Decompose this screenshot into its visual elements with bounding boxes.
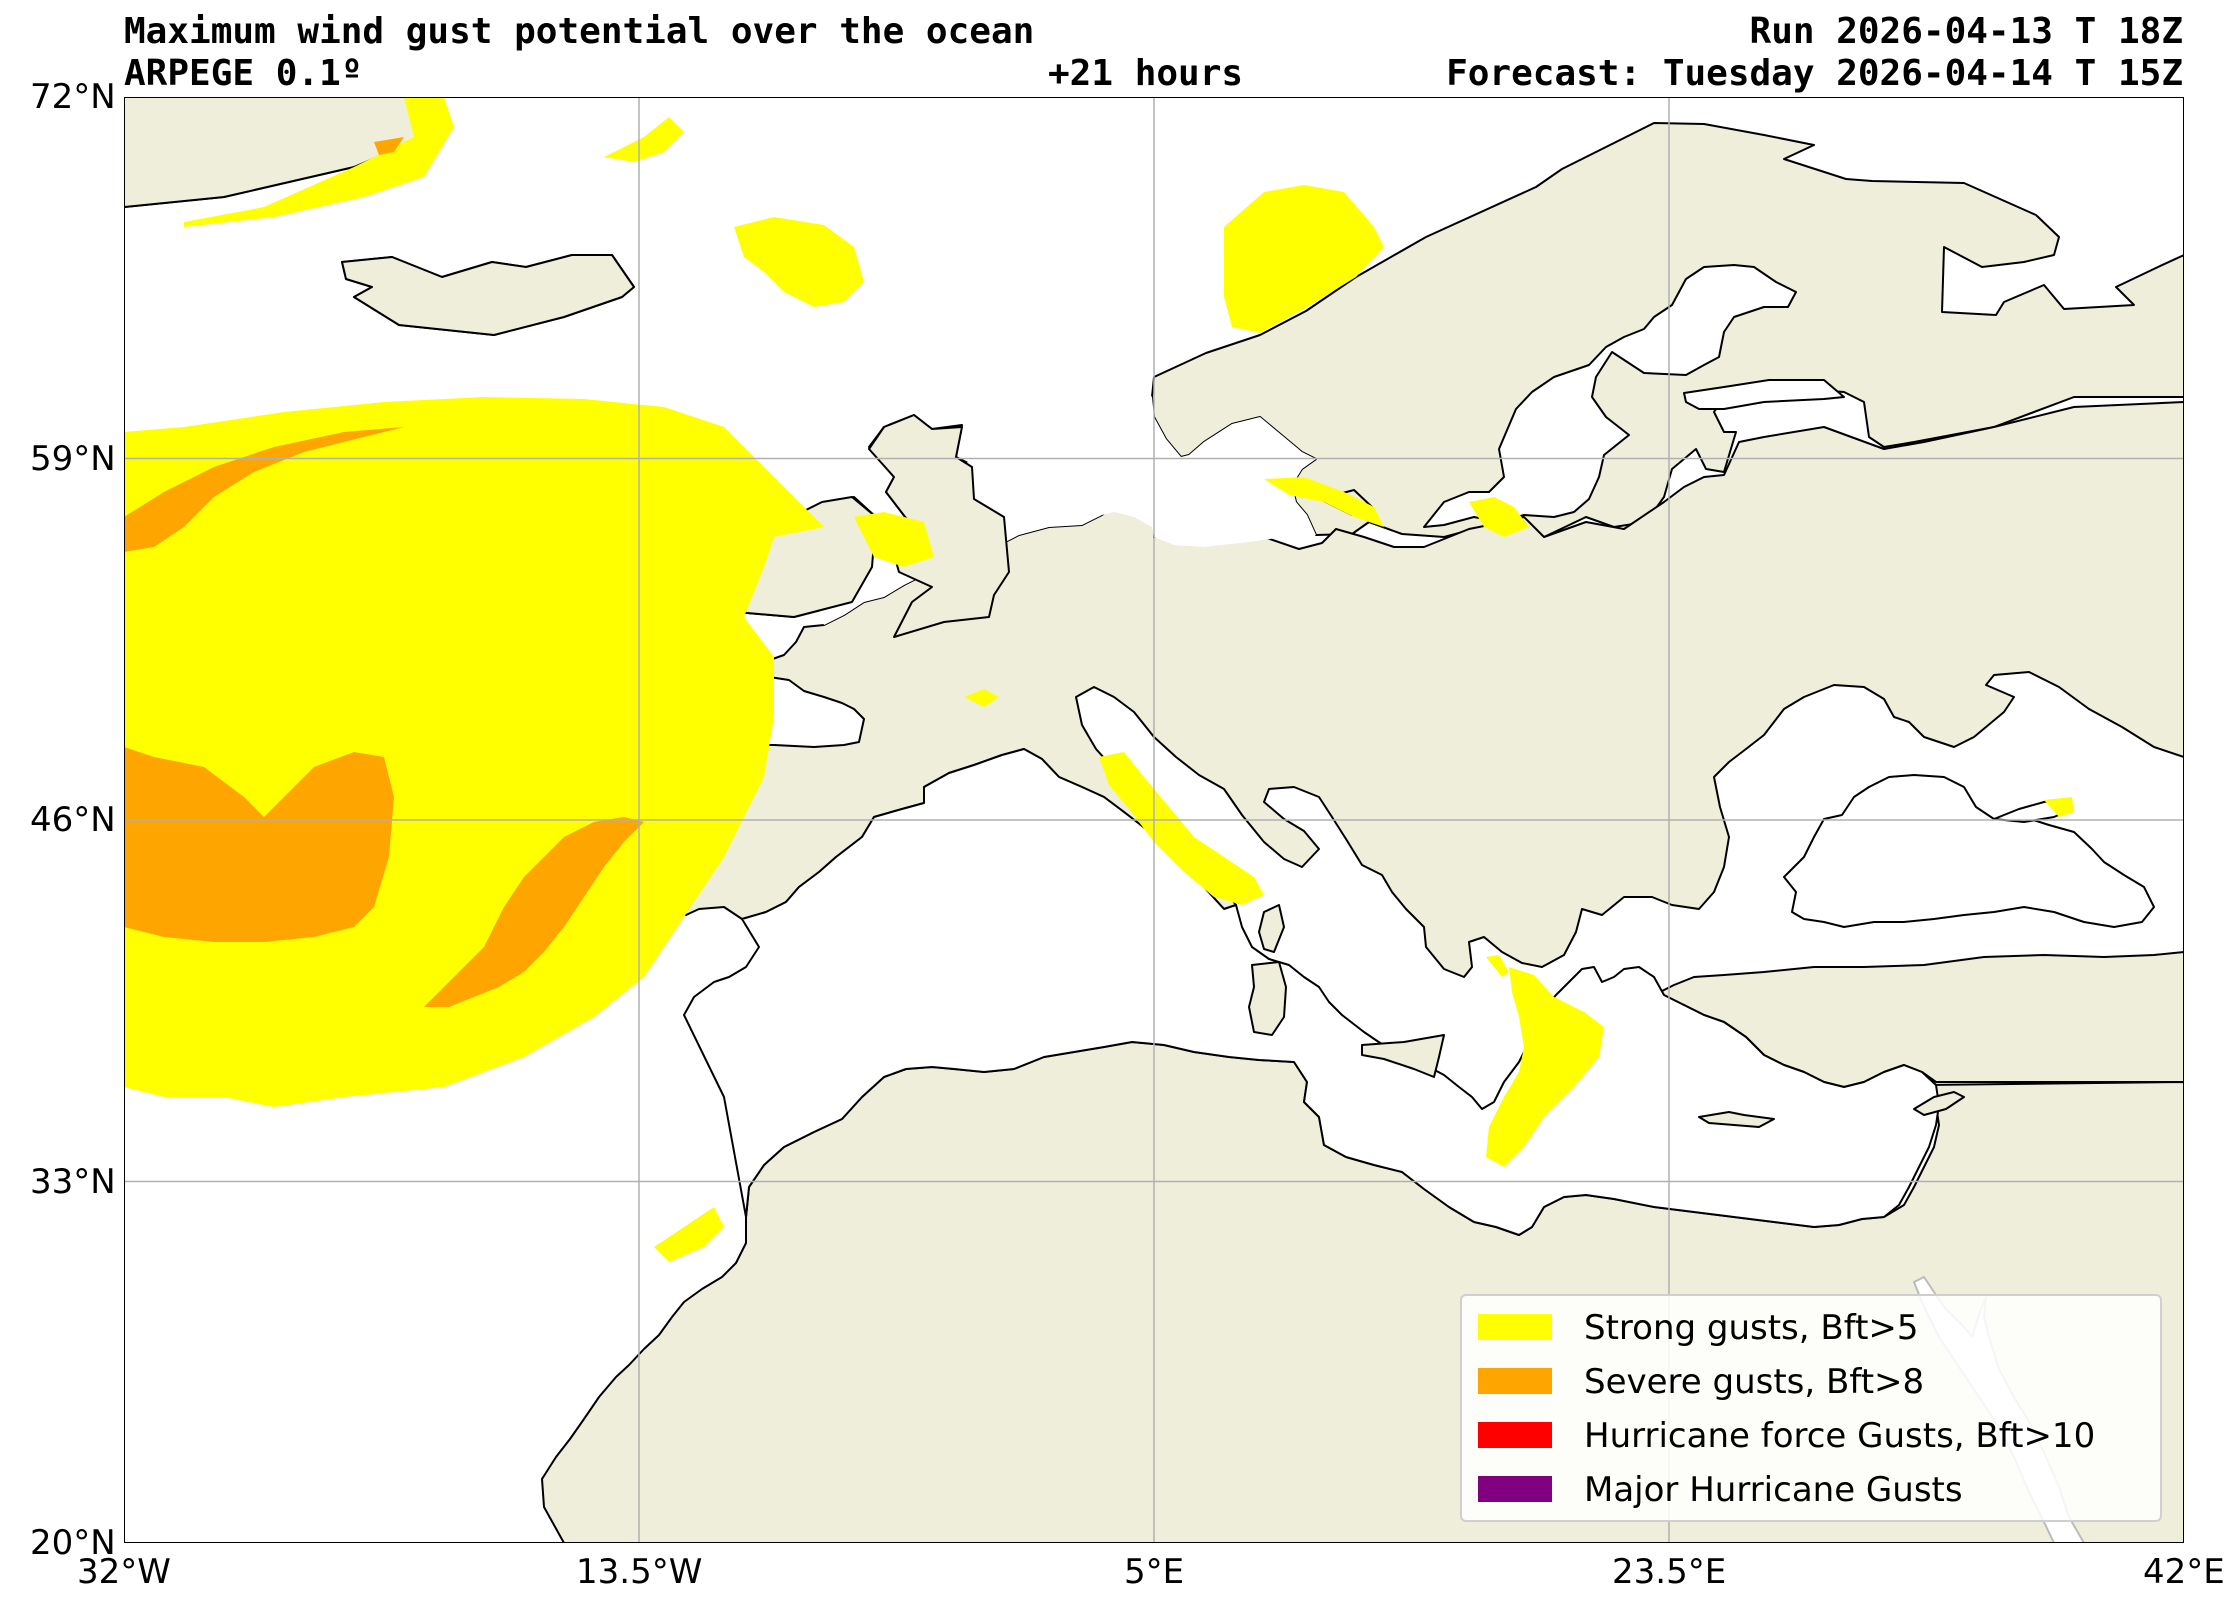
- gust-strong-gulf-lion: [1099, 752, 1264, 905]
- x-tick-label: 32°W: [77, 1552, 171, 1592]
- land-crete: [1698, 1111, 1775, 1128]
- y-tick-label: 20°N: [30, 1523, 116, 1563]
- gust-strong-iceland-west: [184, 97, 454, 227]
- land-corsica: [1258, 904, 1285, 953]
- gust-strong-adriatic: [1486, 955, 1509, 977]
- gust-strong-channel: [964, 689, 999, 707]
- land-cyprus: [1913, 1091, 1965, 1116]
- legend-item-severe: Severe gusts, Bft>8: [1478, 1360, 2158, 1402]
- x-tick-label: 23.5°E: [1612, 1552, 1727, 1592]
- sea-black-sea: [1783, 774, 2155, 928]
- land-drawn: [1151, 122, 2184, 538]
- y-tick-label: 72°N: [30, 77, 116, 117]
- water-baltic: [1423, 264, 1797, 528]
- gust-strong-ionian: [1486, 967, 1604, 1167]
- gust-severe-northwest: [124, 427, 404, 552]
- gust-strong-canary: [654, 1207, 724, 1262]
- map-plot: [124, 97, 2184, 1543]
- x-tick-label: 42°E: [2143, 1552, 2225, 1592]
- gust-strong-norway-coast: [1224, 185, 1384, 333]
- y-tick-label: 46°N: [30, 800, 116, 840]
- gust-severe-southwest: [124, 747, 394, 942]
- gust-strong-baltic: [1469, 497, 1529, 537]
- gust-strong-norwegian-sea: [734, 217, 864, 307]
- legend-label: Hurricane force Gusts, Bft>10: [1584, 1416, 2096, 1456]
- legend: Strong gusts, Bft>5 Severe gusts, Bft>8 …: [1460, 1294, 2162, 1522]
- legend-item-hurricane: Hurricane force Gusts, Bft>10: [1478, 1414, 2158, 1456]
- y-tick-label: 59°N: [30, 438, 116, 479]
- islands-layer: [124, 97, 1965, 1128]
- chart-title: Maximum wind gust potential over the oce…: [124, 11, 1035, 52]
- legend-item-strong: Strong gusts, Bft>5: [1478, 1306, 2158, 1348]
- legend-swatch: [1478, 1422, 1552, 1448]
- x-tick-label: 13.5°W: [576, 1552, 703, 1592]
- legend-swatch: [1478, 1314, 1552, 1340]
- gust-strong-biscay-irish: [854, 512, 934, 567]
- legend-label: Major Hurricane Gusts: [1584, 1470, 1963, 1510]
- gust-severe-areas: [124, 137, 644, 1007]
- land-great-britain-2: [868, 414, 1010, 638]
- legend-swatch: [1478, 1476, 1552, 1502]
- land-continental-europe-africa: [623, 401, 2184, 978]
- model-label: ARPEGE 0.1º: [124, 53, 363, 94]
- legend-label: Strong gusts, Bft>5: [1584, 1308, 1919, 1348]
- legend-label: Severe gusts, Bft>8: [1584, 1362, 1925, 1402]
- land-sardinia: [1248, 961, 1287, 1036]
- gust-severe-greenland: [374, 137, 404, 155]
- legend-swatch: [1478, 1368, 1552, 1394]
- lead-time-label: +21 hours: [1048, 53, 1244, 94]
- gust-severe-band: [424, 817, 644, 1007]
- water-gulf-finland: [1683, 379, 1845, 410]
- y-tick-label: 33°N: [30, 1161, 116, 1202]
- run-label: Run 2026-04-13 T 18Z: [1749, 11, 2183, 52]
- gridlines: [124, 97, 2184, 1543]
- gust-strong-azov: [2044, 797, 2074, 817]
- gust-strong-jan-mayen: [604, 117, 684, 162]
- legend-item-major-hurricane: Major Hurricane Gusts: [1478, 1468, 2158, 1510]
- x-tick-label: 5°E: [1124, 1552, 1185, 1592]
- land-iceland-2: [341, 254, 635, 336]
- land-sicily: [1361, 1034, 1445, 1078]
- gust-strong-skagerrak: [1264, 477, 1384, 527]
- forecast-label: Forecast: Tuesday 2026-04-14 T 15Z: [1446, 53, 2183, 94]
